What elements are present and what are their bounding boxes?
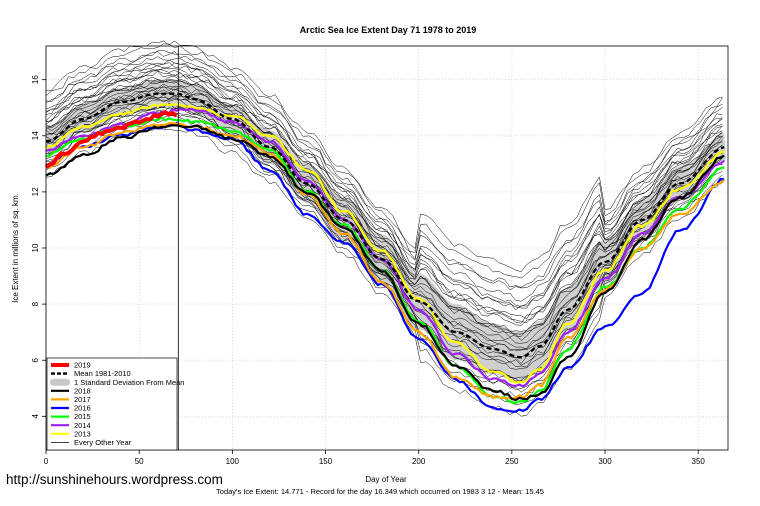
x-tick-label: 250 <box>505 457 519 466</box>
y-tick-label: 6 <box>31 357 40 362</box>
legend-label: 2013 <box>74 429 91 438</box>
other-year-line <box>45 88 723 351</box>
other-year-line <box>45 40 723 273</box>
legend-label: 2017 <box>74 395 91 404</box>
x-tick-label: 50 <box>135 457 144 466</box>
y-axis-label: Ice Extent in millions of sq. km. <box>11 193 20 303</box>
std-dev-band <box>46 79 727 383</box>
x-tick-label: 200 <box>412 457 426 466</box>
other-year-line <box>45 62 723 311</box>
other-year-line <box>45 75 723 333</box>
legend-label: 2016 <box>74 404 91 413</box>
x-tick-label: 0 <box>44 457 49 466</box>
series-line-2015 <box>45 116 725 404</box>
legend-swatch <box>50 378 70 386</box>
other-year-line <box>45 51 723 291</box>
other-year-line <box>45 43 723 279</box>
other-year-line <box>45 56 723 302</box>
other-year-line <box>45 102 723 379</box>
series-line-2019 <box>44 110 178 169</box>
watermark: http://sunshinehours.wordpress.com <box>6 472 223 487</box>
legend-label: 2018 <box>74 386 91 395</box>
y-tick-label: 10 <box>31 243 40 252</box>
x-axis-label: Day of Year <box>365 475 407 484</box>
x-tick-label: 100 <box>226 457 240 466</box>
footer-stats: Today's Ice Extent: 14.771 - Record for … <box>0 487 760 496</box>
other-year-line <box>45 109 723 393</box>
other-year-line <box>45 85 723 350</box>
y-tick-label: 14 <box>31 131 40 140</box>
other-year-line <box>45 111 723 390</box>
other-year-line <box>45 59 723 307</box>
legend-label: 2014 <box>74 421 91 430</box>
legend-label: Mean 1981-2010 <box>74 369 131 378</box>
legend-label: 2019 <box>74 361 91 370</box>
x-tick-label: 150 <box>319 457 333 466</box>
footer-text: Today's Ice Extent: 14.771 - Record for … <box>216 487 544 496</box>
legend-label: Every Other Year <box>74 438 132 447</box>
y-tick-label: 8 <box>31 301 40 306</box>
y-tick-label: 16 <box>31 75 40 84</box>
y-tick-label: 12 <box>31 187 40 196</box>
other-year-line <box>45 70 723 323</box>
series-line-2013 <box>45 103 725 384</box>
other-year-line <box>45 94 723 366</box>
other-year-line <box>45 50 723 288</box>
other-year-line <box>45 103 723 382</box>
other-year-line <box>45 68 723 320</box>
series-line-2018 <box>45 124 725 402</box>
x-tick-label: 350 <box>692 457 706 466</box>
other-year-line <box>45 83 723 344</box>
series-line-2017 <box>45 121 726 400</box>
other-year-line <box>45 62 723 309</box>
chart-title: Arctic Sea Ice Extent Day 71 1978 to 201… <box>300 25 477 35</box>
legend-label: 2015 <box>74 412 91 421</box>
other-year-line <box>45 96 723 368</box>
other-year-line <box>46 68 723 324</box>
y-tick-label: 4 <box>31 414 40 419</box>
x-tick-label: 300 <box>598 457 612 466</box>
legend-label: 1 Standard Deviation From Mean <box>74 378 184 387</box>
